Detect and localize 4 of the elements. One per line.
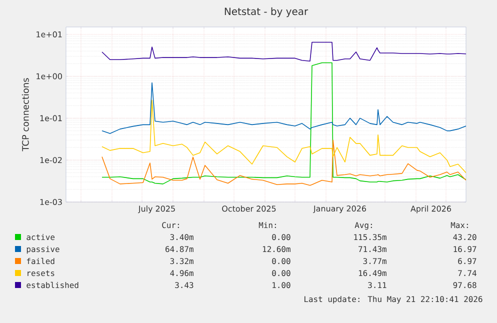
chart-title: Netstat - by year (224, 7, 308, 18)
line-series (102, 140, 466, 186)
line-series (102, 82, 466, 134)
y-axis-title: TCP connections (22, 78, 29, 152)
